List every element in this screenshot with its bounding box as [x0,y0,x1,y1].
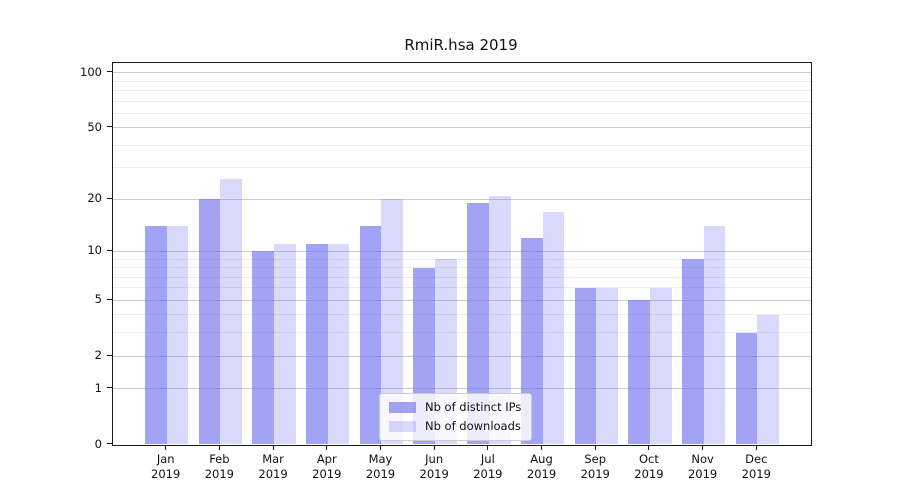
bar-apr-downloads [327,244,350,445]
y-axis-tick-2 [107,354,112,356]
bar-apr-distinct-ips [306,244,328,445]
bar-nov-distinct-ips [681,259,704,445]
x-axis-tick-nov [702,444,704,450]
x-axis-tick-dec [755,444,757,450]
gridline-minor-3 [113,332,811,334]
x-axis-tick-oct [648,444,650,450]
x-axis-label-jan: Jan 2019 [151,451,181,481]
x-axis-label-mar: Mar 2019 [258,451,288,481]
x-axis-tick-apr [326,444,328,450]
gridline-minor-9 [113,258,811,260]
gridline-minor-90 [113,80,811,82]
y-axis-label-2: 2 [94,348,102,362]
y-axis-tick-5 [107,298,112,300]
x-axis-label-dec: Dec 2019 [741,451,771,481]
bar-feb-downloads [220,179,243,445]
x-axis-label-jun: Jun 2019 [419,451,449,481]
bar-jan-downloads [166,226,189,445]
y-axis-label-20: 20 [87,191,102,206]
y-axis-label-100: 100 [80,64,102,79]
legend-item-distinct-ips: Nb of distinct IPs [389,400,521,415]
chart-title: RmiR.hsa 2019 [404,36,518,54]
x-axis-tick-feb [218,444,220,450]
legend-swatch-downloads-icon [389,421,416,432]
y-axis-tick-0 [107,443,112,444]
y-axis-tick-100 [107,71,112,73]
gridline-major-20 [113,198,811,200]
x-axis-tick-may [379,444,381,450]
y-axis-tick-20 [107,197,112,199]
x-axis-label-sep: Sep 2019 [580,451,610,481]
gridline-minor-8 [113,267,811,268]
y-axis-label-10: 10 [87,243,102,258]
gridline-minor-6 [113,287,811,289]
bar-jul-distinct-ips [467,203,489,445]
gridline-major-100 [113,72,811,74]
y-axis-tick-10 [107,249,112,251]
bar-sep-distinct-ips [574,287,597,445]
legend-label-distinct-ips: Nb of distinct IPs [425,400,522,414]
x-axis-tick-jul [487,444,489,450]
bar-mar-downloads [274,244,296,445]
x-axis-label-aug: Aug 2019 [526,451,557,481]
x-axis-label-nov: Nov 2019 [687,451,718,481]
bar-sep-downloads [596,287,618,445]
gridline-minor-60 [113,112,811,114]
x-axis-tick-jun [433,444,435,450]
y-axis-label-5: 5 [94,292,102,307]
gridline-minor-4 [113,314,811,316]
bar-feb-distinct-ips [198,199,221,445]
bar-aug-downloads [542,211,565,445]
y-axis-label-1: 1 [94,380,102,395]
bar-mar-distinct-ips [252,251,275,445]
legend: Nb of distinct IPs Nb of downloads [379,393,533,441]
bar-jul-downloads [488,195,511,445]
x-axis-tick-sep [594,444,596,450]
x-axis-tick-mar [272,444,274,450]
gridline-major-50 [113,127,811,129]
bar-oct-distinct-ips [628,300,650,445]
bar-dec-downloads [757,314,779,445]
bar-may-distinct-ips [359,226,382,445]
y-axis-tick-1 [107,387,112,389]
x-axis-tick-jan [165,444,167,450]
gridline-minor-7 [113,276,811,278]
y-axis-tick-50 [107,126,112,128]
bar-may-downloads [381,199,404,445]
y-axis-label-50: 50 [87,119,102,134]
bar-jan-distinct-ips [144,226,167,445]
legend-item-downloads: Nb of downloads [389,419,521,434]
bar-oct-downloads [649,287,672,445]
gridline-minor-70 [113,100,811,102]
plot-area: Nb of distinct IPs Nb of downloads [112,62,812,446]
legend-swatch-distinct-ips-icon [389,402,416,413]
legend-label-downloads: Nb of downloads [425,419,521,433]
gridline-minor-80 [113,90,811,92]
x-axis-label-may: May 2019 [365,451,396,481]
bar-aug-distinct-ips [520,237,543,445]
gridline-major-2 [113,355,811,357]
gridline-minor-30 [113,167,811,169]
x-axis-label-feb: Feb 2019 [204,451,235,481]
gridline-major-5 [113,299,811,301]
bar-dec-distinct-ips [735,332,758,445]
gridline-major-10 [113,250,811,252]
x-axis-tick-aug [541,444,543,450]
y-axis-label-0: 0 [94,436,102,451]
bar-nov-downloads [703,226,726,445]
gridline-minor-40 [113,144,811,146]
x-axis-label-apr: Apr 2019 [312,451,342,481]
x-axis-label-jul: Jul 2019 [473,451,503,481]
x-axis-label-oct: Oct 2019 [634,451,664,481]
gridline-major-1 [113,388,811,390]
